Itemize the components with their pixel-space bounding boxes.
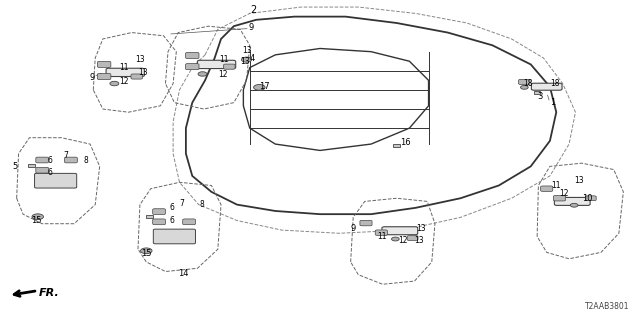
Text: FR.: FR. [39,288,60,298]
Text: 13: 13 [415,236,424,245]
FancyBboxPatch shape [554,197,590,205]
Circle shape [198,72,207,76]
Text: 7: 7 [63,151,68,160]
Text: T2AAB3801: T2AAB3801 [585,302,630,311]
Text: 11: 11 [119,63,129,72]
FancyBboxPatch shape [97,74,111,80]
Circle shape [570,203,578,207]
Text: 11: 11 [219,55,228,64]
Text: 4: 4 [250,53,255,62]
Text: 17: 17 [259,82,270,91]
Circle shape [241,57,252,62]
FancyBboxPatch shape [360,220,372,226]
Text: 13: 13 [242,46,252,55]
FancyBboxPatch shape [531,83,562,90]
Text: 6: 6 [170,216,175,225]
FancyBboxPatch shape [36,157,49,163]
FancyBboxPatch shape [106,68,145,76]
Text: 13: 13 [416,224,426,233]
Circle shape [110,81,119,86]
FancyBboxPatch shape [154,229,195,244]
FancyBboxPatch shape [186,64,199,70]
Text: 5: 5 [12,162,17,171]
Text: 11: 11 [378,232,387,241]
Text: 9: 9 [90,73,95,82]
Text: 13: 13 [240,57,250,66]
Text: 16: 16 [400,138,410,147]
FancyBboxPatch shape [153,209,166,214]
FancyBboxPatch shape [197,60,236,68]
FancyBboxPatch shape [541,186,553,191]
Circle shape [141,248,152,254]
Text: 12: 12 [119,77,129,86]
Text: 12: 12 [398,236,408,245]
Text: 6: 6 [48,156,53,164]
FancyBboxPatch shape [382,227,418,235]
FancyBboxPatch shape [36,167,49,173]
Bar [28,164,35,167]
Text: 18: 18 [523,79,532,88]
Bar [147,215,153,218]
FancyBboxPatch shape [97,61,111,68]
FancyBboxPatch shape [407,236,418,240]
FancyBboxPatch shape [153,219,166,225]
Text: 7: 7 [179,198,184,207]
Text: 9: 9 [351,224,356,233]
Circle shape [392,237,399,241]
Text: 6: 6 [48,168,53,177]
Text: 11: 11 [551,181,561,190]
Text: 13: 13 [574,176,584,185]
Circle shape [520,85,528,89]
FancyBboxPatch shape [518,79,530,84]
Text: 1: 1 [550,98,555,107]
Text: 8: 8 [84,156,88,164]
Text: 13: 13 [135,55,145,64]
FancyBboxPatch shape [182,219,195,225]
Text: 12: 12 [218,70,227,79]
FancyBboxPatch shape [186,52,199,59]
Text: 13: 13 [138,68,148,77]
FancyBboxPatch shape [131,74,143,79]
Text: 3: 3 [537,92,543,101]
Bar [393,144,401,147]
Text: 8: 8 [200,200,205,209]
FancyBboxPatch shape [554,196,566,201]
FancyBboxPatch shape [65,157,77,163]
Circle shape [32,214,44,220]
FancyBboxPatch shape [223,64,235,69]
Text: 14: 14 [178,268,189,278]
Circle shape [253,84,265,90]
Text: 6: 6 [170,203,175,212]
Text: 15: 15 [141,250,152,259]
FancyBboxPatch shape [375,230,387,235]
Text: 9: 9 [248,23,253,32]
Text: 10: 10 [582,194,593,203]
Text: 15: 15 [31,216,42,225]
Text: 2: 2 [250,5,256,15]
Bar [534,91,540,94]
FancyBboxPatch shape [35,173,77,188]
Text: 18: 18 [550,79,559,88]
Text: 12: 12 [559,189,569,198]
FancyBboxPatch shape [586,196,596,201]
